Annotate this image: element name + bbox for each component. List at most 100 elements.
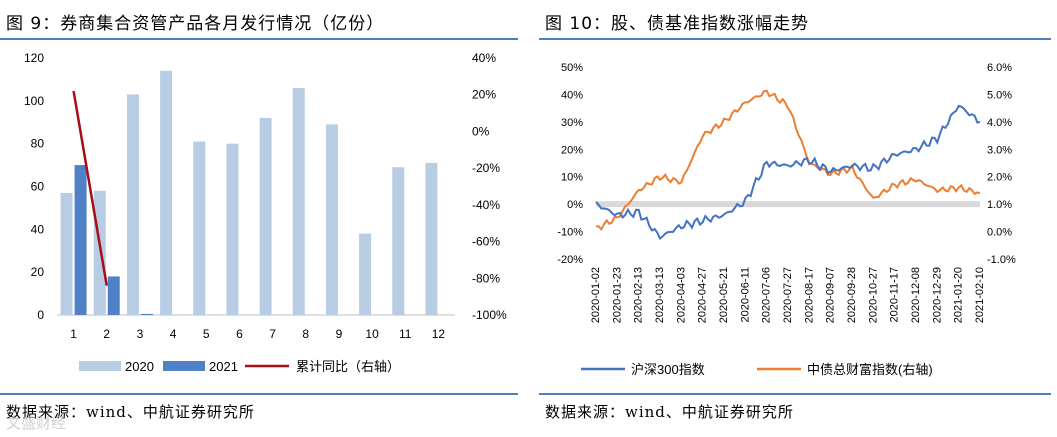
x-tick-label: 2020-09-28 [846,267,858,323]
legend-label-yoy: 累计同比（右轴） [296,359,400,374]
x-tick-label: 12 [432,327,446,341]
y2-tick-label: -20% [472,161,500,175]
bar-2020 [93,190,106,315]
y-tick-label: 20% [561,144,583,156]
x-tick-label: 10 [365,327,379,341]
x-tick-label: 2020-07-06 [761,267,773,323]
legend-label-2021: 2021 [209,359,238,374]
x-tick-label: 2020-04-27 [697,267,709,323]
bar-2020 [325,124,338,316]
bar-2020 [226,143,239,315]
x-tick-label: 2020-12-08 [910,267,922,323]
legend-swatch-2020 [79,361,121,371]
source-rule-left [0,393,518,395]
x-tick-label: 2020-06-11 [739,267,751,322]
y-tick-label: 0 [37,308,44,322]
bar-2020 [392,167,405,315]
bar-2021 [140,313,153,315]
y2-tick-label: 0% [472,124,490,138]
x-tick-label: 2020-01-02 [590,267,602,323]
title-rule-right [539,38,1051,40]
y-tick-label: 40% [561,89,583,101]
x-tick-label: 9 [336,327,343,341]
x-tick-label: 5 [203,327,210,341]
bond-index-line [595,89,981,232]
x-tick-label: 2020-04-03 [675,267,687,323]
y2-tick-label: 5.0% [987,89,1012,101]
bar-2020 [292,87,305,315]
x-tick-label: 2020-12-29 [931,267,943,323]
y-tick-label: 10% [561,172,583,184]
x-tick-label: 2020-01-23 [611,267,623,323]
y-tick-label: 120 [24,51,44,65]
bar-2020 [60,192,73,315]
y-tick-label: 100 [24,94,44,108]
chart-title-left: 图 9：券商集合资管产品各月发行情况（亿份） [6,14,385,34]
x-tick-label: 3 [137,327,144,341]
y-tick-label: 60 [31,180,45,194]
x-tick-label: 7 [269,327,276,341]
zero-band [596,201,980,208]
y2-tick-label: 2.0% [987,172,1012,184]
y-tick-label: 50% [561,62,583,74]
source-note-left: 数据来源：wind、中航证券研究所 [6,403,255,421]
y2-tick-label: 20% [472,88,496,102]
bar-2021 [107,276,120,315]
source-rule-right [539,393,1051,395]
y-tick-label: 30% [561,117,583,129]
left-chart-panel: 图 9：券商集合资管产品各月发行情况（亿份） 0 20 40 60 80 100 120 -1… [0,0,524,437]
legend-swatch-2021 [163,361,205,371]
y2-tick-label: -80% [472,271,500,285]
x-tick-label: 2021-02-10 [974,267,986,323]
chart-title-right: 图 10：股、债基准指数涨幅走势 [545,14,810,34]
bar-2021 [74,165,87,315]
y-tick-label: -10% [557,227,583,239]
bar-chart-svg: 0 20 40 60 80 100 120 -100% -80% -60% -40% -20% 0% 20… [24,51,507,374]
y-tick-label: -20% [557,254,583,266]
bar-2020 [425,162,438,315]
x-tick-label: 2020-07-27 [782,267,794,323]
y2-tick-label: 6.0% [987,62,1012,74]
y-tick-label: 80 [31,137,45,151]
y-tick-label: 40 [31,222,45,236]
y2-tick-label: -100% [472,308,507,322]
x-tick-label: 2 [103,327,110,341]
title-rule-left [0,38,518,40]
legend-label-bond: 中债总财富指数(右轴) [807,362,933,377]
x-tick-label: 4 [170,327,177,341]
x-tick-label: 6 [236,327,243,341]
bar-2020 [259,117,272,315]
x-tick-label: 8 [302,327,309,341]
x-tick-label: 2021-01-20 [953,267,965,323]
x-tick-label: 2020-02-13 [633,267,645,323]
bar-2020 [126,94,139,316]
hs300-index-line [595,104,981,241]
bar-2020 [193,141,206,315]
y2-tick-label: 3.0% [987,144,1012,156]
x-tick-label: 2020-03-13 [654,267,666,323]
x-tick-label: 2020-10-27 [867,267,879,323]
legend-label-hs300: 沪深300指数 [631,362,705,377]
bar-2020 [359,233,372,315]
x-tick-label: 1 [70,327,77,341]
x-tick-label: 2020-08-17 [803,267,815,323]
y2-tick-label: 4.0% [987,117,1012,129]
x-tick-label: 2020-05-21 [718,267,730,323]
x-tick-label: 2020-11-17 [889,267,901,322]
y2-tick-label: -1.0% [987,254,1016,266]
x-tick-label: 2020-09-07 [825,267,837,323]
x-tick-label: 11 [399,327,412,341]
right-chart-panel: 图 10：股、债基准指数涨幅走势 -20% -10% 0% 10% 20% 30% 40% 5… [539,0,1057,437]
line-chart-svg: -20% -10% 0% 10% 20% 30% 40% 50% -1.0% 0.0% 1.0% 2.… [557,62,1016,377]
yoy-line [72,90,108,286]
y2-tick-label: 1.0% [987,199,1012,211]
y2-tick-label: 0.0% [987,227,1012,239]
watermark: 文盛财经 [6,414,67,432]
legend-label-2020: 2020 [125,359,154,374]
y-tick-label: 20 [31,265,45,279]
y2-tick-label: -60% [472,235,500,249]
y2-tick-label: 40% [472,51,496,65]
bar-2020 [160,70,173,315]
y2-tick-label: -40% [472,198,500,212]
y-tick-label: 0% [567,199,583,211]
